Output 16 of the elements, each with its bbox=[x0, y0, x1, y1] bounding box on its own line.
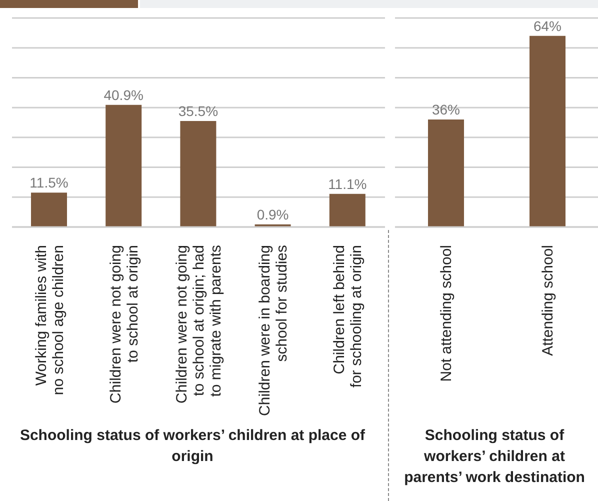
bar bbox=[180, 121, 216, 227]
data-label: 0.9% bbox=[256, 206, 289, 222]
bar bbox=[106, 104, 142, 227]
data-label: 11.1% bbox=[328, 176, 367, 192]
data-label: 35.5% bbox=[178, 103, 218, 120]
data-label: 64% bbox=[533, 18, 562, 34]
x-tick-label: Not attending school bbox=[438, 245, 455, 382]
data-label: 40.9% bbox=[104, 86, 144, 103]
bar bbox=[31, 192, 67, 227]
bar bbox=[329, 194, 366, 227]
x-axis-title: Schooling status of workers’ children at parents’ work destination bbox=[403, 426, 586, 488]
x-tick-label: Attending school bbox=[539, 245, 556, 356]
x-tick-label: Working families with no school age children bbox=[32, 245, 67, 396]
data-label: 11.5% bbox=[30, 174, 68, 191]
data-label: 36% bbox=[432, 102, 460, 118]
x-axis-title: Schooling status of workers’ children at place of origin bbox=[18, 426, 366, 467]
